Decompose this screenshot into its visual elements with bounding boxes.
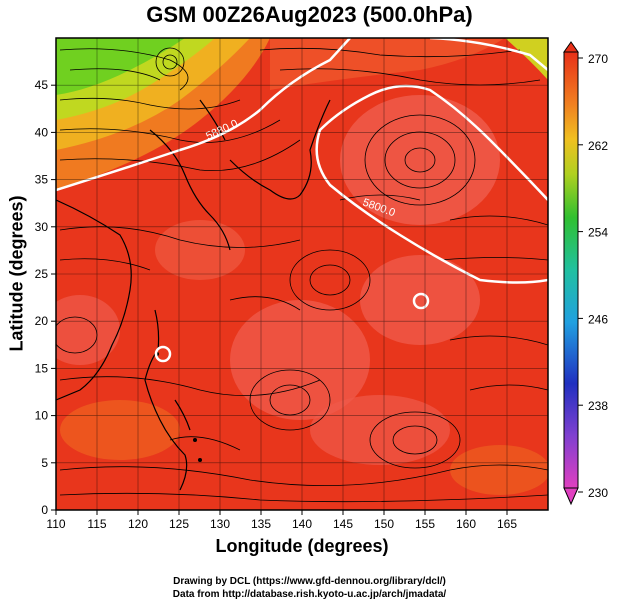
colorbar-tick-label: 270 bbox=[588, 52, 608, 66]
x-tick-label: 130 bbox=[210, 517, 230, 531]
x-tick-label: 160 bbox=[456, 517, 476, 531]
y-tick-label: 15 bbox=[35, 361, 49, 375]
y-tick-label: 20 bbox=[35, 314, 49, 328]
typhoon-markers bbox=[154, 292, 430, 363]
colorbar-tick-label: 230 bbox=[588, 486, 608, 500]
streamlines bbox=[56, 47, 548, 503]
contour-5880 bbox=[56, 38, 351, 192]
x-tick-label: 110 bbox=[46, 517, 65, 531]
y-axis-ticks: 0 5 10 15 20 25 30 35 40 45 bbox=[35, 78, 56, 517]
x-tick-label: 135 bbox=[251, 517, 271, 531]
x-axis-ticks: 110 115 120 125 130 135 140 145 150 155 160 165 bbox=[46, 510, 517, 531]
colorbar-tick-label: 262 bbox=[588, 139, 608, 153]
temperature-field: 5880.0 5800.0 bbox=[56, 38, 548, 510]
colorbar-tick-label: 246 bbox=[588, 312, 608, 326]
colorbar-top-arrow bbox=[563, 41, 579, 53]
y-tick-label: 0 bbox=[41, 503, 48, 517]
typhoon-east-marker bbox=[412, 292, 430, 310]
y-tick-label: 10 bbox=[35, 409, 49, 423]
x-axis-label: Longitude (degrees) bbox=[215, 536, 389, 556]
y-axis-label: Latitude (degrees) bbox=[6, 195, 27, 352]
y-tick-label: 25 bbox=[35, 267, 49, 281]
x-tick-label: 140 bbox=[292, 517, 312, 531]
colorbar-bottom-arrow bbox=[563, 487, 579, 506]
grid-lines bbox=[56, 38, 548, 510]
colorbar-scale bbox=[563, 51, 579, 489]
y-tick-label: 30 bbox=[35, 220, 49, 234]
x-tick-label: 145 bbox=[333, 517, 353, 531]
x-tick-label: 155 bbox=[415, 517, 435, 531]
typhoon-west-marker bbox=[154, 345, 172, 363]
x-tick-label: 120 bbox=[128, 517, 148, 531]
colorbar: 270 262 254 246 238 230 bbox=[563, 41, 608, 506]
x-tick-label: 125 bbox=[169, 517, 189, 531]
credit-line-2: Data from http://database.rish.kyoto-u.a… bbox=[172, 589, 447, 600]
y-tick-label: 5 bbox=[41, 456, 48, 470]
y-tick-label: 40 bbox=[35, 125, 49, 139]
credit-line-1: Drawing by DCL (https://www.gfd-dennou.o… bbox=[173, 576, 446, 587]
x-tick-label: 165 bbox=[497, 517, 517, 531]
colorbar-tick-label: 254 bbox=[588, 226, 608, 240]
x-tick-label: 115 bbox=[87, 517, 106, 531]
contour-5800 bbox=[315, 84, 548, 284]
chart-title: GSM 00Z26Aug2023 (500.0hPa) bbox=[146, 2, 473, 27]
colorbar-tick-label: 238 bbox=[588, 399, 608, 413]
x-tick-label: 150 bbox=[374, 517, 394, 531]
y-tick-label: 35 bbox=[35, 173, 49, 187]
coastlines bbox=[56, 99, 331, 491]
y-tick-label: 45 bbox=[35, 78, 49, 92]
